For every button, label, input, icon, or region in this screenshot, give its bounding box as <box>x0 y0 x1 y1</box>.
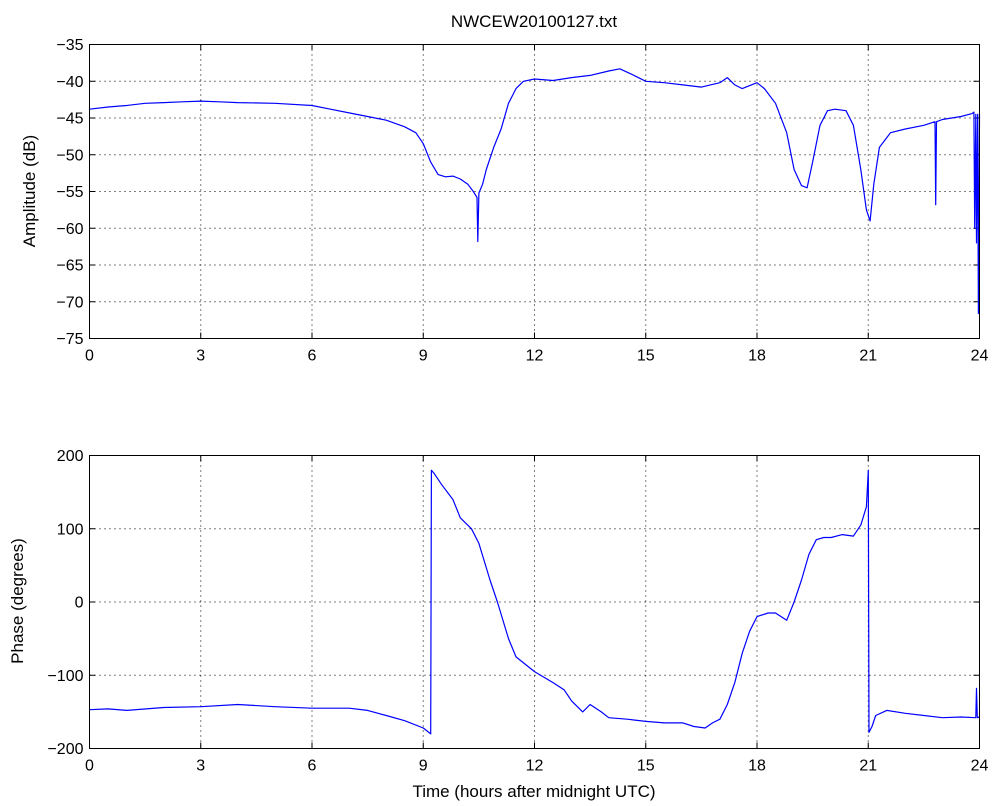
y-tick-label: −75 <box>56 331 83 348</box>
phase-panel: 0 3 6 9 12 15 18 21 24 200 100 0 −100 −200 Phase (deg… <box>8 448 989 801</box>
x-tick-label: 18 <box>748 758 766 775</box>
x-tick-label: 24 <box>971 758 989 775</box>
x-tick-label: 6 <box>308 348 317 365</box>
phase-grid <box>89 455 980 749</box>
amplitude-panel: NWCEW20100127.txt 0 3 6 9 12 15 18 21 24 −35 −40 −4… <box>20 12 989 365</box>
y-tick-label: −35 <box>56 37 83 54</box>
x-tick-label: 21 <box>859 348 877 365</box>
y-tick-label: −100 <box>47 668 83 685</box>
y-tick-label: −55 <box>56 184 83 201</box>
x-tick-label: 15 <box>637 348 655 365</box>
amplitude-series <box>89 68 981 315</box>
time-x-axis-label: Time (hours after midnight UTC) <box>412 782 655 801</box>
x-tick-label: 24 <box>971 348 989 365</box>
x-tick-label: 0 <box>85 348 94 365</box>
x-tick-label: 9 <box>419 348 428 365</box>
y-tick-label: −60 <box>56 221 83 238</box>
y-tick-label: −45 <box>56 111 83 128</box>
x-tick-label: 18 <box>748 348 766 365</box>
phase-y-axis-label: Phase (degrees) <box>8 538 27 664</box>
y-tick-label: 100 <box>57 521 84 538</box>
amplitude-y-axis-label: Amplitude (dB) <box>20 135 39 247</box>
y-tick-label: 200 <box>57 448 84 465</box>
y-tick-label: −200 <box>47 741 83 758</box>
y-tick-label: −65 <box>56 258 83 275</box>
x-tick-label: 12 <box>526 758 544 775</box>
series-line <box>89 469 980 735</box>
amplitude-ticks: 0 3 6 9 12 15 18 21 24 −35 −40 −45 −50 −55 −60 −65 −70 −7… <box>56 37 988 365</box>
y-tick-label: −50 <box>56 147 83 164</box>
phase-series <box>89 469 980 735</box>
x-tick-label: 15 <box>637 758 655 775</box>
series-line <box>89 68 981 315</box>
y-tick-label: 0 <box>75 595 84 612</box>
x-tick-label: 12 <box>526 348 544 365</box>
x-tick-label: 0 <box>85 758 94 775</box>
phase-ticks: 0 3 6 9 12 15 18 21 24 200 100 0 −100 −200 <box>47 448 988 775</box>
y-tick-label: −70 <box>56 294 83 311</box>
x-tick-label: 21 <box>859 758 877 775</box>
phase-axes-frame <box>89 455 980 749</box>
y-tick-label: −40 <box>56 74 83 91</box>
amplitude-axes-frame <box>89 44 980 339</box>
chart-title: NWCEW20100127.txt <box>451 12 618 31</box>
x-tick-label: 9 <box>419 758 428 775</box>
x-tick-label: 3 <box>196 348 205 365</box>
x-tick-label: 6 <box>308 758 317 775</box>
amplitude-grid <box>89 44 980 339</box>
x-tick-label: 3 <box>196 758 205 775</box>
